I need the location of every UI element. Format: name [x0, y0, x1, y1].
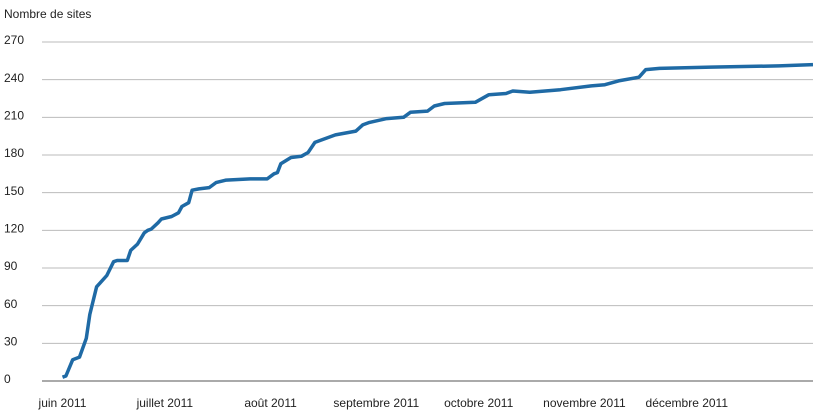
- y-tick-label: 90: [4, 259, 18, 273]
- y-tick-label: 270: [4, 33, 24, 47]
- y-tick-label: 240: [4, 71, 24, 85]
- y-tick-label: 180: [4, 146, 24, 160]
- x-tick-label: décembre 2011: [646, 396, 729, 410]
- y-tick-label: 30: [4, 335, 18, 349]
- x-tick-label: novembre 2011: [543, 396, 626, 410]
- y-tick-label: 0: [4, 372, 11, 386]
- y-tick-label: 150: [4, 184, 24, 198]
- x-tick-label: septembre 2011: [333, 396, 419, 410]
- y-tick-label: 210: [4, 109, 24, 123]
- y-tick-label: 60: [4, 297, 18, 311]
- x-tick-label: octobre 2011: [444, 396, 513, 410]
- x-tick-label: juin 2011: [38, 396, 87, 410]
- y-axis-label: Nombre de sites: [4, 7, 91, 21]
- y-tick-label: 120: [4, 222, 24, 236]
- data-line: [61, 62, 813, 379]
- x-tick-label: juillet 2011: [136, 396, 194, 410]
- x-tick-label: août 2011: [244, 396, 297, 410]
